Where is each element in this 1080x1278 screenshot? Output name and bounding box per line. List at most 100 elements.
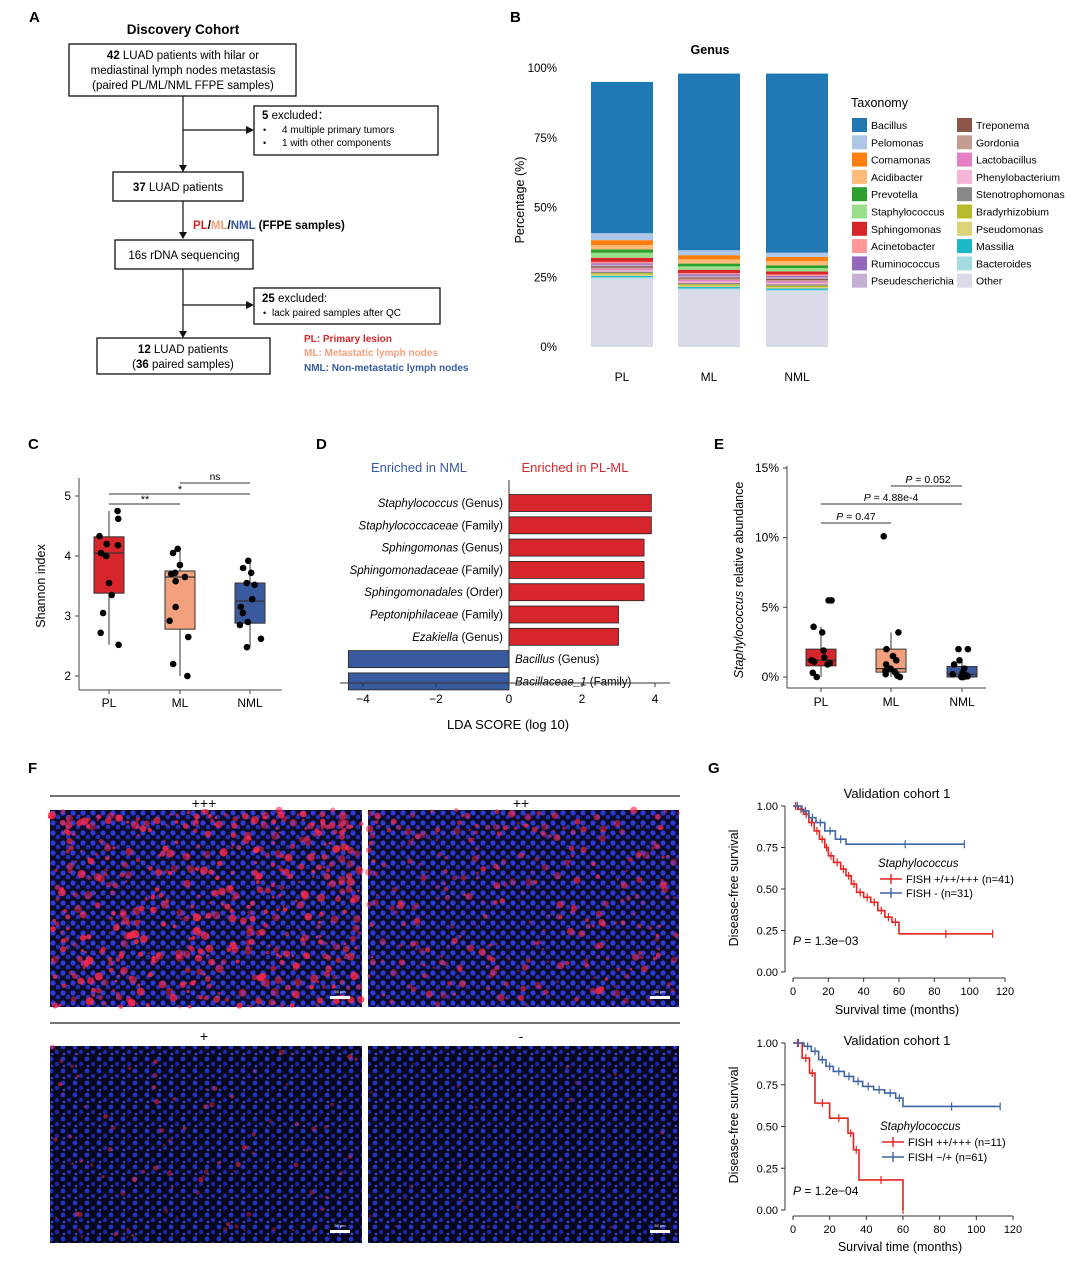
km-x-tick-label: 80	[934, 1224, 946, 1236]
km-y-tick-label: 0.75	[757, 1080, 778, 1092]
fish-signal-dot	[335, 957, 342, 963]
fish-signal-dot	[234, 1224, 239, 1229]
fish-signal-dot	[135, 817, 140, 822]
fish-signal-dot	[309, 1147, 312, 1151]
fish-signal-dot	[507, 810, 516, 818]
fish-signal-dot	[224, 903, 231, 910]
fish-signal-dot	[480, 866, 487, 872]
shannon-point	[97, 549, 105, 557]
genus-bar-segment	[678, 282, 740, 285]
fish-signal-dot	[663, 881, 668, 886]
fish-signal-dot	[137, 951, 143, 957]
fish-signal-dot	[276, 908, 279, 912]
fish-signal-dot	[364, 868, 373, 876]
fish-signal-dot	[271, 831, 280, 840]
fish-signal-dot	[543, 989, 549, 996]
fish-signal-dot	[249, 901, 255, 906]
fish-signal-dot	[502, 824, 508, 831]
fish-signal-dot	[225, 1222, 231, 1227]
fish-signal-dot	[414, 833, 421, 840]
genus-legend-swatch	[957, 169, 972, 184]
fish-signal-dot	[524, 813, 532, 821]
fish-signal-dot	[497, 993, 505, 1002]
fish-signal-dot	[279, 885, 285, 891]
fish-signal-dot	[355, 983, 363, 991]
fish-signal-dot	[642, 851, 650, 859]
fish-signal-dot	[165, 988, 174, 996]
fish-signal-dot	[535, 941, 539, 945]
fish-signal-dot	[162, 845, 169, 852]
fish-signal-dot	[209, 1101, 215, 1108]
fish-signal-dot	[86, 824, 91, 829]
fish-signal-dot	[369, 922, 374, 927]
fish-signal-dot	[663, 809, 668, 814]
fish-signal-dot	[574, 818, 581, 825]
fish-signal-dot	[213, 995, 221, 1003]
panel-letter-f: F	[28, 760, 37, 777]
staph-point	[813, 673, 821, 681]
flowchart-legend-nml: NML: Non-metastatic lymph nodes	[304, 363, 469, 374]
genus-bar-segment	[766, 285, 828, 288]
fish-signal-dot	[447, 980, 453, 986]
fish-signal-dot	[175, 949, 183, 958]
lda-bar-chart: Enriched in NML Enriched in PL-ML Staphy…	[340, 460, 670, 732]
staph-p-pl-ml: P = 0.47	[836, 511, 876, 523]
fish-signal-dot	[294, 978, 303, 987]
fish-signal-dot	[212, 1086, 218, 1091]
fish-signal-dot	[65, 830, 72, 836]
fish-signal-dot	[515, 1205, 520, 1210]
fish-signal-dot	[323, 872, 331, 880]
fish-signal-dot	[83, 1105, 87, 1108]
fish-signal-dot	[136, 825, 139, 829]
fish-signal-dot	[367, 810, 374, 817]
fish-signal-dot	[275, 952, 280, 957]
staph-x-tick-label: NML	[949, 695, 975, 709]
fish-signal-dot	[320, 822, 327, 829]
fish-signal-dot	[109, 890, 115, 896]
fish-signal-dot	[366, 901, 372, 908]
genus-bar-segment	[678, 288, 740, 290]
km-y-tick-label: 0.50	[757, 884, 778, 896]
shannon-point	[244, 618, 252, 626]
fish-signal-dot	[636, 876, 643, 883]
flowchart-legend-pl: PL: Primary lesion	[304, 334, 392, 345]
fish-signal-dot	[325, 965, 332, 973]
fish-signal-dot	[145, 1003, 150, 1008]
fish-signal-dot	[365, 825, 374, 833]
fish-signal-dot	[112, 924, 120, 931]
fish-signal-dot	[388, 905, 395, 912]
fish-signal-dot	[629, 967, 633, 971]
fish-signal-dot	[52, 974, 58, 979]
fish-label-negative: -	[519, 1028, 524, 1044]
fish-signal-dot	[136, 987, 145, 996]
fish-signal-dot	[103, 872, 108, 877]
fish-signal-dot	[278, 893, 282, 898]
fish-signal-dot	[80, 817, 89, 826]
genus-bar-segment	[591, 274, 653, 276]
fish-signal-dot	[135, 1002, 139, 1005]
km-x-tick-label: 0	[790, 1224, 796, 1236]
fish-signal-dot	[244, 947, 252, 955]
fish-signal-dot	[261, 978, 270, 988]
fish-signal-dot	[215, 820, 223, 828]
fish-signal-dot	[435, 838, 439, 842]
genus-legend-label: Bacteroides	[976, 258, 1031, 270]
fish-signal-dot	[376, 893, 379, 896]
fish-signal-dot	[673, 932, 679, 938]
shannon-y-tick-label: 2	[64, 669, 71, 683]
fish-signal-dot	[235, 1161, 241, 1168]
shannon-point	[99, 609, 107, 617]
fish-signal-dot	[84, 950, 87, 954]
fish-signal-dot	[517, 852, 525, 859]
fish-signal-dot	[351, 894, 360, 903]
fish-signal-dot	[573, 876, 581, 884]
fish-signal-dot	[291, 990, 300, 999]
fish-signal-dot	[446, 906, 450, 909]
staph-point	[895, 629, 902, 636]
bullet: •	[263, 138, 266, 148]
km-bottom-legend-title: Staphylococcus	[880, 1121, 961, 1133]
genus-legend-label: Comamonas	[871, 155, 931, 167]
fish-signal-dot	[389, 999, 394, 1004]
fish-signal-dot	[188, 937, 192, 941]
km-top-y-axis-label: Disease-free survival	[727, 830, 741, 947]
